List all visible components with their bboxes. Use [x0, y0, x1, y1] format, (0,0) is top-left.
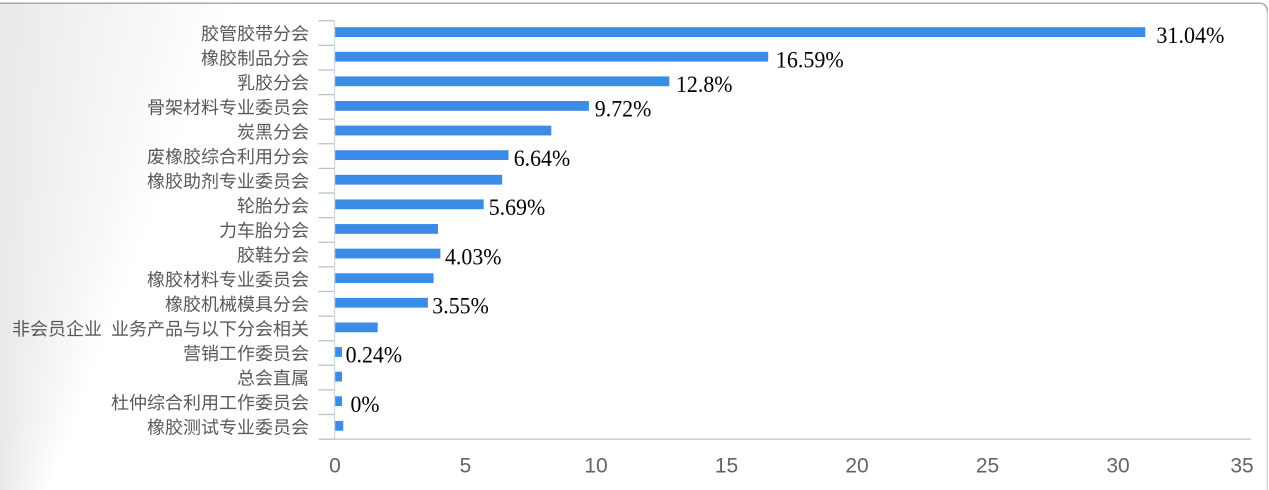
svg-text:0.24%: 0.24% [346, 343, 403, 368]
svg-text:20: 20 [845, 454, 868, 477]
svg-text:15: 15 [715, 454, 738, 477]
svg-text:30: 30 [1106, 454, 1129, 477]
svg-text:10: 10 [584, 454, 607, 477]
svg-text:0%: 0% [351, 392, 380, 417]
svg-text:4.03%: 4.03% [445, 244, 502, 269]
svg-text:25: 25 [976, 454, 999, 477]
svg-text:9.72%: 9.72% [595, 97, 652, 122]
svg-text:5.69%: 5.69% [489, 195, 546, 220]
svg-text:16.59%: 16.59% [776, 47, 844, 72]
svg-text:0: 0 [329, 454, 341, 477]
svg-text:35: 35 [1230, 454, 1253, 477]
svg-text:12.8%: 12.8% [676, 72, 733, 97]
svg-text:6.64%: 6.64% [514, 146, 571, 171]
svg-text:31.04%: 31.04% [1156, 23, 1224, 48]
svg-text:5: 5 [460, 454, 472, 477]
svg-text:3.55%: 3.55% [432, 294, 489, 319]
